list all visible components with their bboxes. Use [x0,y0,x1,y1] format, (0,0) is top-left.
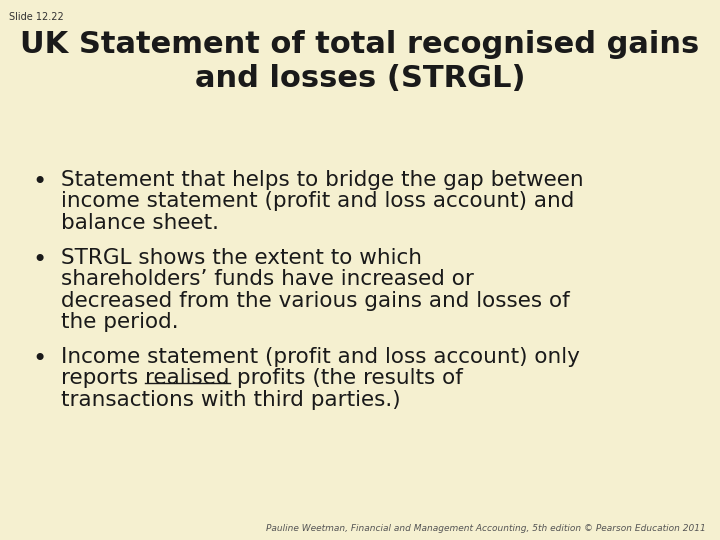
Text: profits (the results of: profits (the results of [230,368,463,388]
Text: the period.: the period. [61,312,179,332]
Text: balance sheet.: balance sheet. [61,213,219,233]
Text: Slide 12.22: Slide 12.22 [9,12,63,22]
Text: •: • [32,248,47,272]
Text: reports: reports [61,368,145,388]
Text: realised: realised [145,368,230,388]
Text: Pauline Weetman, Financial and Management Accounting, 5th edition © Pearson Educ: Pauline Weetman, Financial and Managemen… [266,524,706,533]
Text: STRGL shows the extent to which: STRGL shows the extent to which [61,248,422,268]
Text: decreased from the various gains and losses of: decreased from the various gains and los… [61,291,570,310]
Text: •: • [32,347,47,371]
Text: Income statement (profit and loss account) only: Income statement (profit and loss accoun… [61,347,580,367]
Text: shareholders’ funds have increased or: shareholders’ funds have increased or [61,269,474,289]
Text: transactions with third parties.): transactions with third parties.) [61,389,401,410]
Text: •: • [32,170,47,194]
Text: UK Statement of total recognised gains
and losses (STRGL): UK Statement of total recognised gains a… [20,30,700,93]
Text: Statement that helps to bridge the gap between: Statement that helps to bridge the gap b… [61,170,584,190]
Text: income statement (profit and loss account) and: income statement (profit and loss accoun… [61,192,575,212]
